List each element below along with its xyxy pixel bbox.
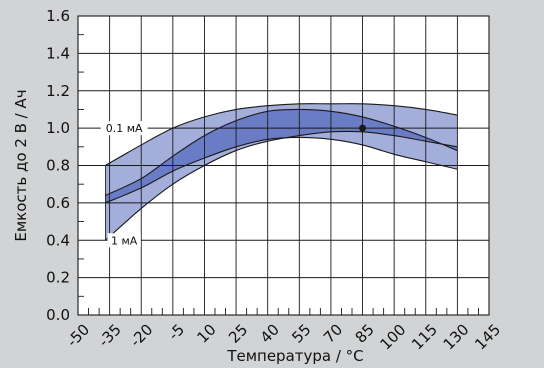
highlight-point [359,124,367,132]
plot-frame [77,15,490,316]
series-1-lower-curve [105,130,458,241]
annotation-box [100,121,148,136]
curve-layer [105,103,458,241]
y-tick-labels: 0.0 0.2 0.4 0.6 0.8 1.0 1.2 1.4 1.6 [46,7,70,324]
y-tick-label: 1.6 [46,7,70,25]
annotation-box [107,233,141,248]
y-tick-label: 0.2 [46,269,70,287]
y-tick-label: 0.8 [46,157,70,175]
series-0-upper-curve [105,103,458,166]
outer-band-layer [105,103,458,241]
series-1-upper-curve [105,108,458,196]
y-tick-label: 1.4 [46,44,70,62]
plot-frame-layer [77,15,490,316]
annotations-layer: 0.1 мА 1 мА [100,121,148,248]
y-tick-label: 0.0 [46,306,70,324]
y-tick-label: 0.6 [46,194,70,212]
annotation-label: 0.1 мА [106,122,143,135]
y-tick-label: 1.2 [46,82,70,100]
outer-band [105,103,458,241]
annotation-label: 1 мА [111,234,138,247]
y-tick-label: 1.0 [46,119,70,137]
y-axis-title: Емкость до 2 В / Ач [12,89,30,241]
y-tick-label: 0.4 [46,231,70,249]
x-axis-title: Температура / °C [226,347,363,365]
